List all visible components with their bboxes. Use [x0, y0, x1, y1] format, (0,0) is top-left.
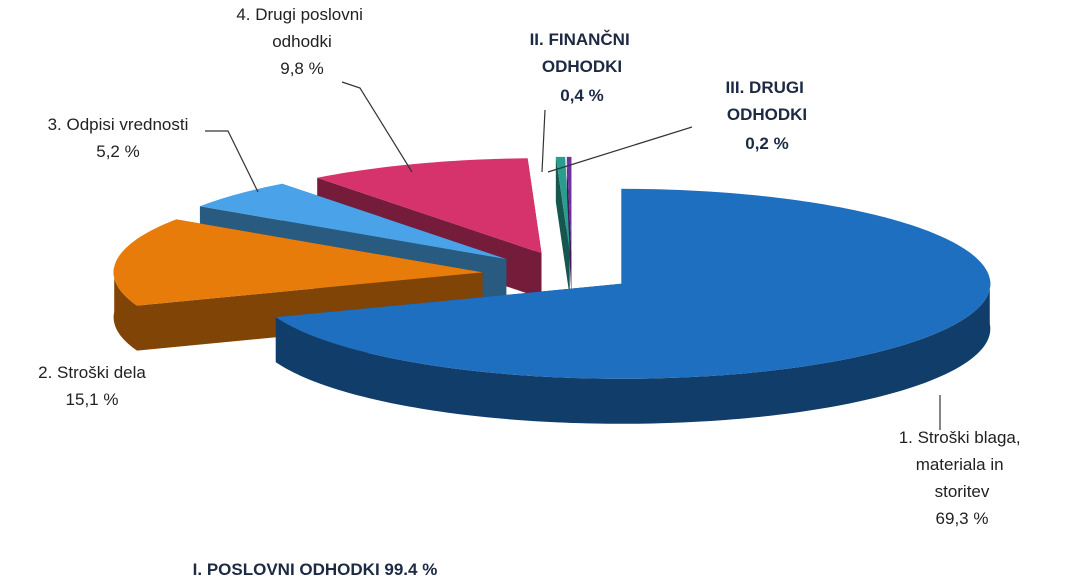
annotation: I. POSLOVNI ODHODKI 99.4 % — [193, 560, 438, 578]
leader-line — [205, 130, 259, 193]
value-label: 15,1 % — [66, 390, 119, 409]
pie — [113, 156, 991, 424]
slice — [317, 158, 542, 254]
slice-label: 3. Odpisi vrednosti — [48, 115, 189, 134]
value-label: 9,8 % — [280, 59, 323, 78]
slice-side — [566, 156, 572, 297]
slice-label: 2. Stroški dela — [38, 363, 146, 382]
slice-label: II. FINANČNI ODHODKI — [530, 30, 635, 76]
slice — [566, 156, 572, 252]
leader-line — [541, 109, 546, 173]
value-label: 69,3 % — [936, 509, 989, 528]
slice-label: 1. Stroški blaga, materiala in storitev — [899, 428, 1026, 501]
slice — [275, 188, 991, 379]
leader-line — [547, 126, 693, 173]
value-label: 5,2 % — [96, 142, 139, 161]
slice-label: 4. Drugi poslovni odhodki — [236, 5, 367, 51]
value-label: 0,2 % — [745, 134, 788, 153]
slice — [555, 156, 570, 252]
slice — [113, 219, 483, 306]
slice-label: III. DRUGI ODHODKI — [725, 78, 808, 124]
value-label: 0,4 % — [560, 86, 603, 105]
slice — [199, 183, 507, 260]
leader-line — [341, 81, 413, 173]
